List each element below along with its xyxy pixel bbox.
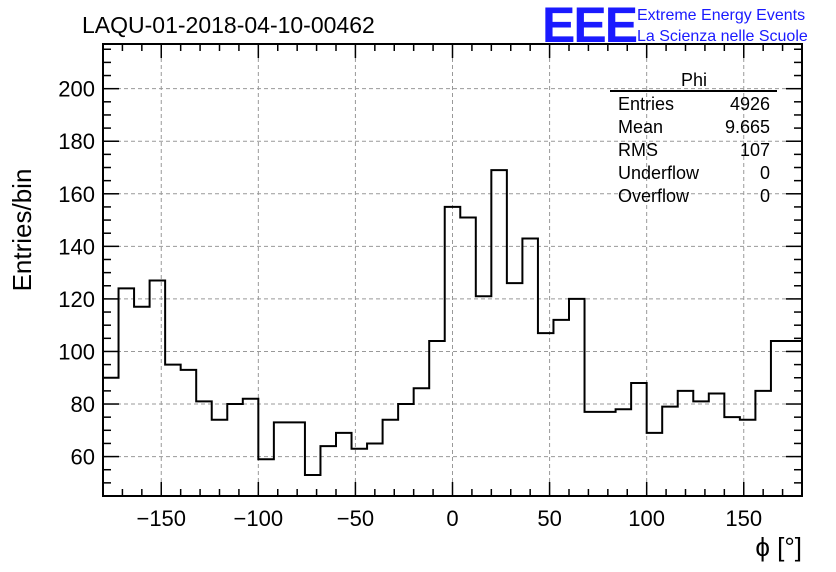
eee-logo-icon: EEE <box>542 0 637 53</box>
stats-box: Phi Entries 4926 Mean 9.665 RMS 107 Underflow 0… <box>610 70 777 206</box>
stats-label: Overflow <box>618 186 690 206</box>
y-tick-label: 80 <box>71 392 95 417</box>
axis-ticks <box>102 44 803 496</box>
x-tick-label: −100 <box>234 506 284 531</box>
x-tick-label: 150 <box>725 506 762 531</box>
y-tick-label: 200 <box>58 77 95 102</box>
stats-value: 0 <box>760 186 770 206</box>
x-tick-label: 0 <box>446 506 458 531</box>
y-tick-label: 100 <box>58 339 95 364</box>
stats-label: Mean <box>618 117 663 137</box>
stats-title: Phi <box>681 70 707 90</box>
y-tick-label: 160 <box>58 182 95 207</box>
stats-label: Entries <box>618 94 674 114</box>
stats-value: 9.665 <box>725 117 770 137</box>
logo-line-2: La Scienza nelle Scuole <box>637 28 808 45</box>
y-tick-label: 120 <box>58 287 95 312</box>
histogram-series-line <box>103 169 803 476</box>
stats-value: 0 <box>760 163 770 183</box>
grid-lines <box>103 44 802 496</box>
x-tick-label: 50 <box>537 506 561 531</box>
y-tick-label: 140 <box>58 234 95 259</box>
chart-title: LAQU-01-2018-04-10-00462 <box>82 12 375 38</box>
x-tick-label: 100 <box>628 506 665 531</box>
stats-label: Underflow <box>618 163 700 183</box>
y-tick-label: 180 <box>58 129 95 154</box>
plot-frame <box>102 43 803 497</box>
stats-value: 107 <box>740 140 770 160</box>
x-tick-label: −50 <box>337 506 374 531</box>
x-axis-title: ϕ [°] <box>755 532 802 562</box>
tick-labels: −150 −100 −50 0 50 100 150 60 80 100 120 140 160 180 2… <box>58 77 762 531</box>
logo-line-1: Extreme Energy Events <box>637 7 805 24</box>
x-tick-label: −150 <box>136 506 186 531</box>
y-axis-title: Entries/bin <box>7 169 37 292</box>
y-tick-label: 60 <box>71 445 95 470</box>
stats-label: RMS <box>618 140 658 160</box>
stats-value: 4926 <box>730 94 770 114</box>
